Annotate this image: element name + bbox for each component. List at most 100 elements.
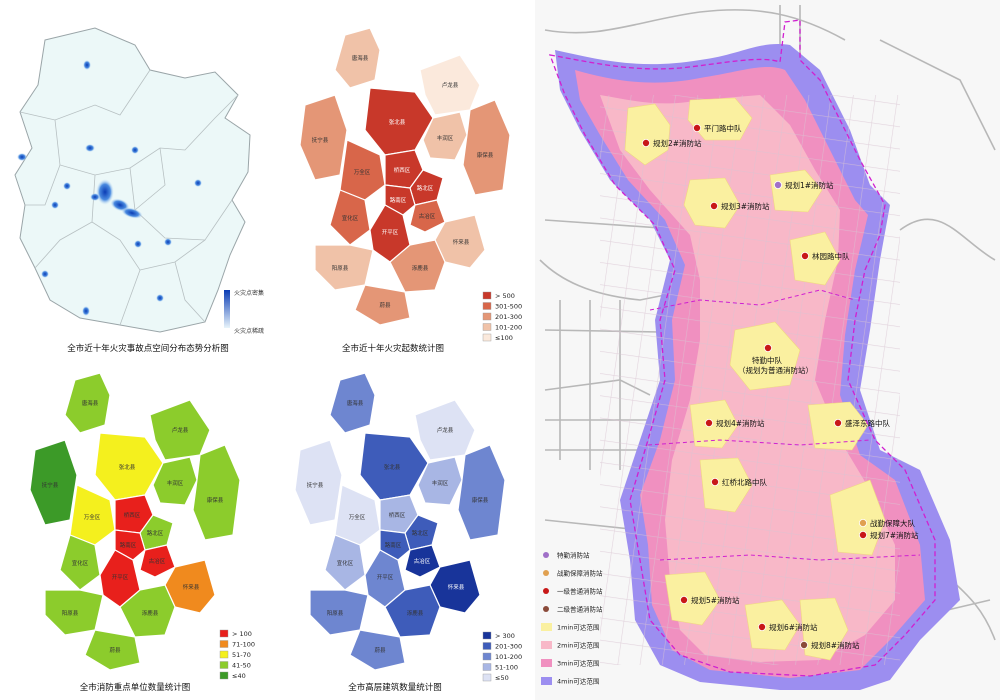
- legend-label: ≤50: [495, 674, 509, 682]
- fire-density-map: 火灾点密集 火灾点稀疏 全市近十年火灾事故点空间分布态势分析图: [14, 27, 264, 354]
- station-label: 盛泽东路中队: [845, 418, 890, 428]
- district-label: 卢龙县: [442, 81, 459, 89]
- legend-swatch: [482, 642, 492, 650]
- legend-label: ≤40: [232, 672, 246, 680]
- district-label: 路南区: [390, 196, 407, 204]
- legend-marker: [543, 606, 549, 612]
- district-label: 路北区: [147, 529, 164, 537]
- district-guye: [409, 199, 446, 233]
- district-label: 桥西区: [389, 511, 406, 519]
- station-marker[interactable]: [642, 138, 651, 147]
- station-label: 规划4#消防站: [716, 418, 765, 428]
- legend-label: 51-100: [495, 664, 518, 672]
- district-label: 宣化区: [72, 559, 89, 567]
- station-marker[interactable]: [859, 519, 868, 528]
- district-label: 古冶区: [419, 212, 436, 220]
- station-marker[interactable]: [705, 418, 714, 427]
- station-label: 规划7#消防站: [870, 530, 919, 540]
- district-label: 桥西区: [394, 166, 411, 174]
- district-yuxian: [84, 629, 141, 671]
- district-label: 抚宁县: [307, 481, 324, 489]
- map-title: 全市高层建筑数量统计图: [348, 682, 442, 693]
- legend-label: > 500: [495, 292, 515, 300]
- station-label: 规划8#消防站: [811, 640, 860, 650]
- station-marker[interactable]: [774, 180, 783, 189]
- legend-label: 41-50: [232, 662, 251, 670]
- district-label: 涿鹿县: [407, 609, 424, 617]
- district-label: 蔚县: [109, 646, 121, 654]
- district-label: 蔚县: [379, 301, 391, 309]
- district-lunan: [114, 529, 146, 561]
- district-label: 阳原县: [332, 264, 349, 272]
- district-label: 丰润区: [167, 479, 184, 487]
- admin-boundary-dashed: [548, 19, 936, 677]
- station-marker[interactable]: [711, 477, 720, 486]
- district-kangbao: [192, 444, 241, 541]
- district-label: 路北区: [412, 529, 429, 537]
- legend-swatch: [219, 650, 229, 659]
- legend-swatch: [482, 333, 492, 342]
- district-guye: [404, 544, 441, 578]
- district-division-dashed: [647, 289, 921, 561]
- station-coverage-map: 平门路中队规划2#消防站规划1#消防站规划3#消防站林园路中队特勤中队规划4#消…: [535, 0, 1000, 700]
- station-marker[interactable]: [801, 251, 810, 260]
- district-label: 涿鹿县: [412, 264, 429, 272]
- station-marker[interactable]: [800, 641, 809, 650]
- station-marker[interactable]: [859, 531, 868, 540]
- district-label: 张北县: [119, 463, 136, 471]
- district-label: 丰润区: [432, 479, 449, 487]
- legend-label: > 300: [495, 632, 515, 640]
- station-label: 平门路中队: [704, 123, 742, 133]
- district-wanquan: [69, 484, 116, 546]
- station-marker[interactable]: [710, 201, 719, 210]
- station-marker[interactable]: [834, 418, 843, 427]
- district-label: 卢龙县: [437, 426, 454, 434]
- city-boundary: [14, 27, 251, 333]
- legend-swatch: [482, 631, 492, 640]
- district-label: 怀来县: [448, 583, 465, 591]
- legend-label: 二级普通消防站: [557, 605, 603, 614]
- station-label: 规划2#消防站: [653, 138, 702, 148]
- district-label: 宣化区: [337, 559, 354, 567]
- district-label: 卢龙县: [172, 426, 189, 434]
- district-wanquan: [339, 139, 386, 201]
- district-label: 宣化区: [342, 214, 359, 222]
- district-label: 张北县: [389, 118, 406, 126]
- district-funing: [299, 94, 348, 181]
- district-fengrun: [152, 456, 198, 506]
- legend-label: > 100: [232, 630, 252, 638]
- district-lunan: [379, 529, 411, 561]
- map-title: 全市近十年火灾事故点空间分布态势分析图: [67, 343, 229, 354]
- legend-label: 201-300: [495, 643, 522, 651]
- station-marker[interactable]: [680, 596, 689, 605]
- district-fengrun: [417, 456, 463, 506]
- legend-marker: [543, 588, 549, 594]
- map-title: 全市消防重点单位数量统计图: [80, 682, 191, 693]
- district-xuanhua: [324, 534, 366, 591]
- district-label: 怀来县: [183, 583, 200, 591]
- legend-label: 战勤保障消防站: [557, 569, 603, 578]
- legend-label: 2min可达范围: [557, 641, 599, 650]
- district-yuxian: [354, 284, 411, 326]
- station-marker[interactable]: [693, 124, 702, 133]
- legend-label: 101-200: [495, 653, 522, 661]
- legend-swatch: [219, 661, 229, 669]
- station-label: 林园路中队: [812, 251, 850, 261]
- district-label: 开平区: [112, 574, 129, 581]
- station-marker[interactable]: [764, 343, 773, 352]
- legend-swatch: [219, 671, 229, 680]
- district-label: 路南区: [385, 541, 402, 549]
- district-label: 康保县: [207, 496, 224, 504]
- legend-label: 3min可达范围: [557, 659, 599, 668]
- district-guye: [139, 544, 176, 578]
- station-marker[interactable]: [758, 623, 767, 632]
- legend-label: 101-200: [495, 324, 522, 332]
- district-label: 万全区: [354, 168, 371, 176]
- district-label: 蔚县: [374, 646, 386, 654]
- district-kangbao: [457, 444, 506, 541]
- station-label: （规划为普通消防站）: [738, 365, 813, 375]
- district-funing: [294, 439, 343, 526]
- district-fengrun: [422, 111, 468, 161]
- legend-swatch: [219, 629, 229, 638]
